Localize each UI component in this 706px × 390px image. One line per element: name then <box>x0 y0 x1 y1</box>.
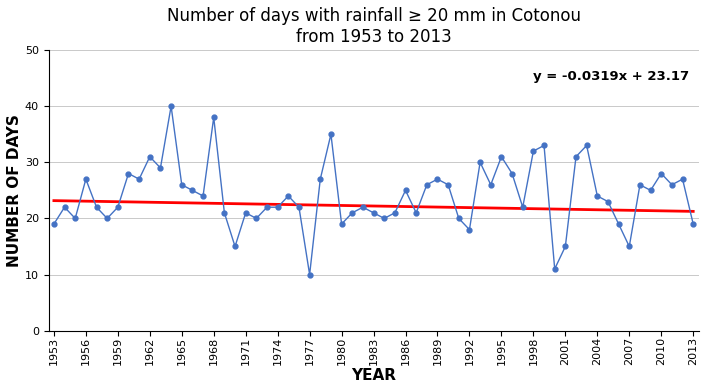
Text: y = -0.0319x + 23.17: y = -0.0319x + 23.17 <box>532 70 689 83</box>
Title: Number of days with rainfall ≥ 20 mm in Cotonou
from 1953 to 2013: Number of days with rainfall ≥ 20 mm in … <box>167 7 580 46</box>
Y-axis label: NUMBER OF DAYS: NUMBER OF DAYS <box>7 114 22 267</box>
X-axis label: YEAR: YEAR <box>351 368 396 383</box>
